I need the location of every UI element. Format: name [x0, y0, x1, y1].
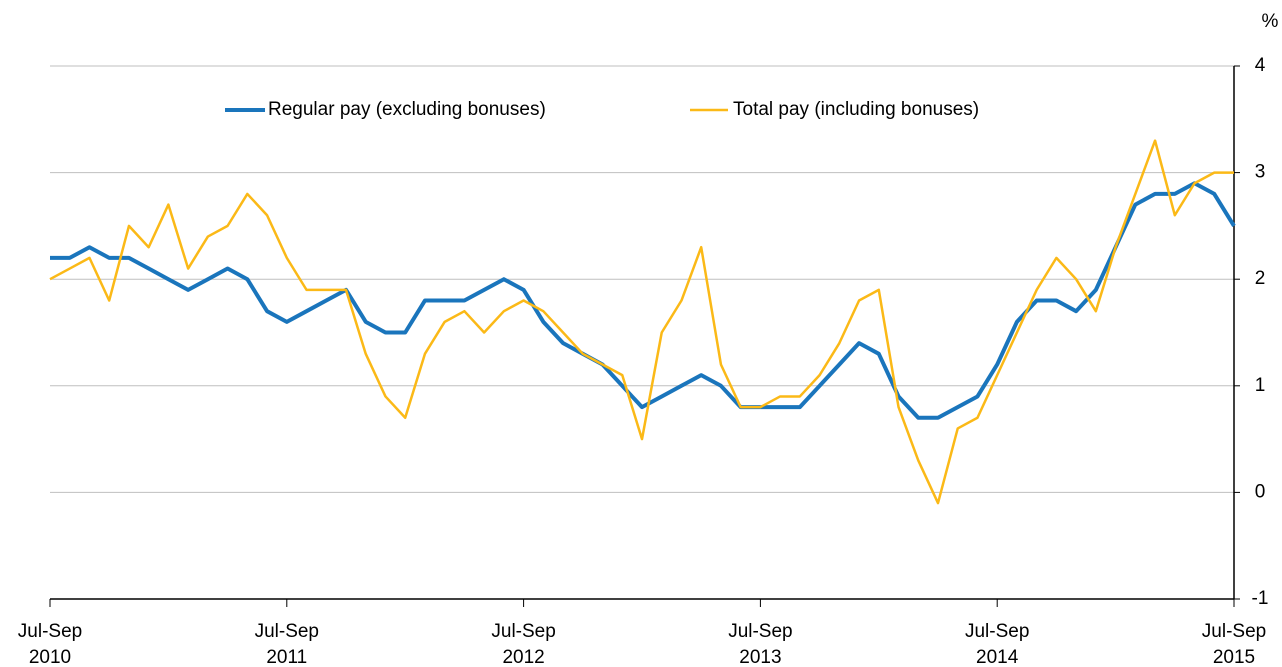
- series-line: [50, 181, 1236, 420]
- series-line: [49, 139, 1234, 505]
- legend-label: Regular pay (excluding bonuses): [268, 99, 546, 120]
- y-tick-label: 1: [1255, 375, 1266, 396]
- x-tick-label-line: Jul-Sep: [491, 621, 555, 642]
- x-tick-label-line: 2013: [739, 647, 781, 667]
- y-tick-label: 2: [1255, 268, 1266, 289]
- y-tick-label: 4: [1255, 55, 1266, 76]
- x-tick-label-line: 2011: [266, 647, 307, 667]
- x-tick-label-line: Jul-Sep: [18, 621, 82, 642]
- x-tick-label-line: Jul-Sep: [255, 621, 319, 642]
- x-tick-label-line: 2010: [29, 647, 71, 667]
- legend-label: Total pay (including bonuses): [733, 99, 979, 120]
- x-tick-label: Jul-Sep 2010: [18, 621, 82, 667]
- x-tick-label: Jul-Sep 2015: [1202, 621, 1266, 667]
- x-tick-label-line: 2015: [1213, 647, 1255, 667]
- x-tick-label: Jul-Sep 2014: [965, 621, 1029, 667]
- x-tick-label-line: 2014: [976, 647, 1019, 667]
- x-tick-label: Jul-Sep 2011: [255, 621, 319, 667]
- y-tick-label: -1: [1252, 588, 1269, 609]
- y-tick-label: 0: [1255, 481, 1266, 502]
- x-tick-label-line: Jul-Sep: [728, 621, 792, 642]
- x-tick-label: Jul-Sep 2013: [728, 621, 792, 667]
- y-axis-label: %: [1262, 11, 1279, 32]
- x-tick-label-line: 2012: [502, 647, 544, 667]
- x-tick-label-line: Jul-Sep: [1202, 621, 1266, 642]
- y-tick-label: 3: [1255, 162, 1266, 183]
- x-tick-label-line: Jul-Sep: [965, 621, 1029, 642]
- x-tick-label: Jul-Sep 2012: [491, 621, 555, 667]
